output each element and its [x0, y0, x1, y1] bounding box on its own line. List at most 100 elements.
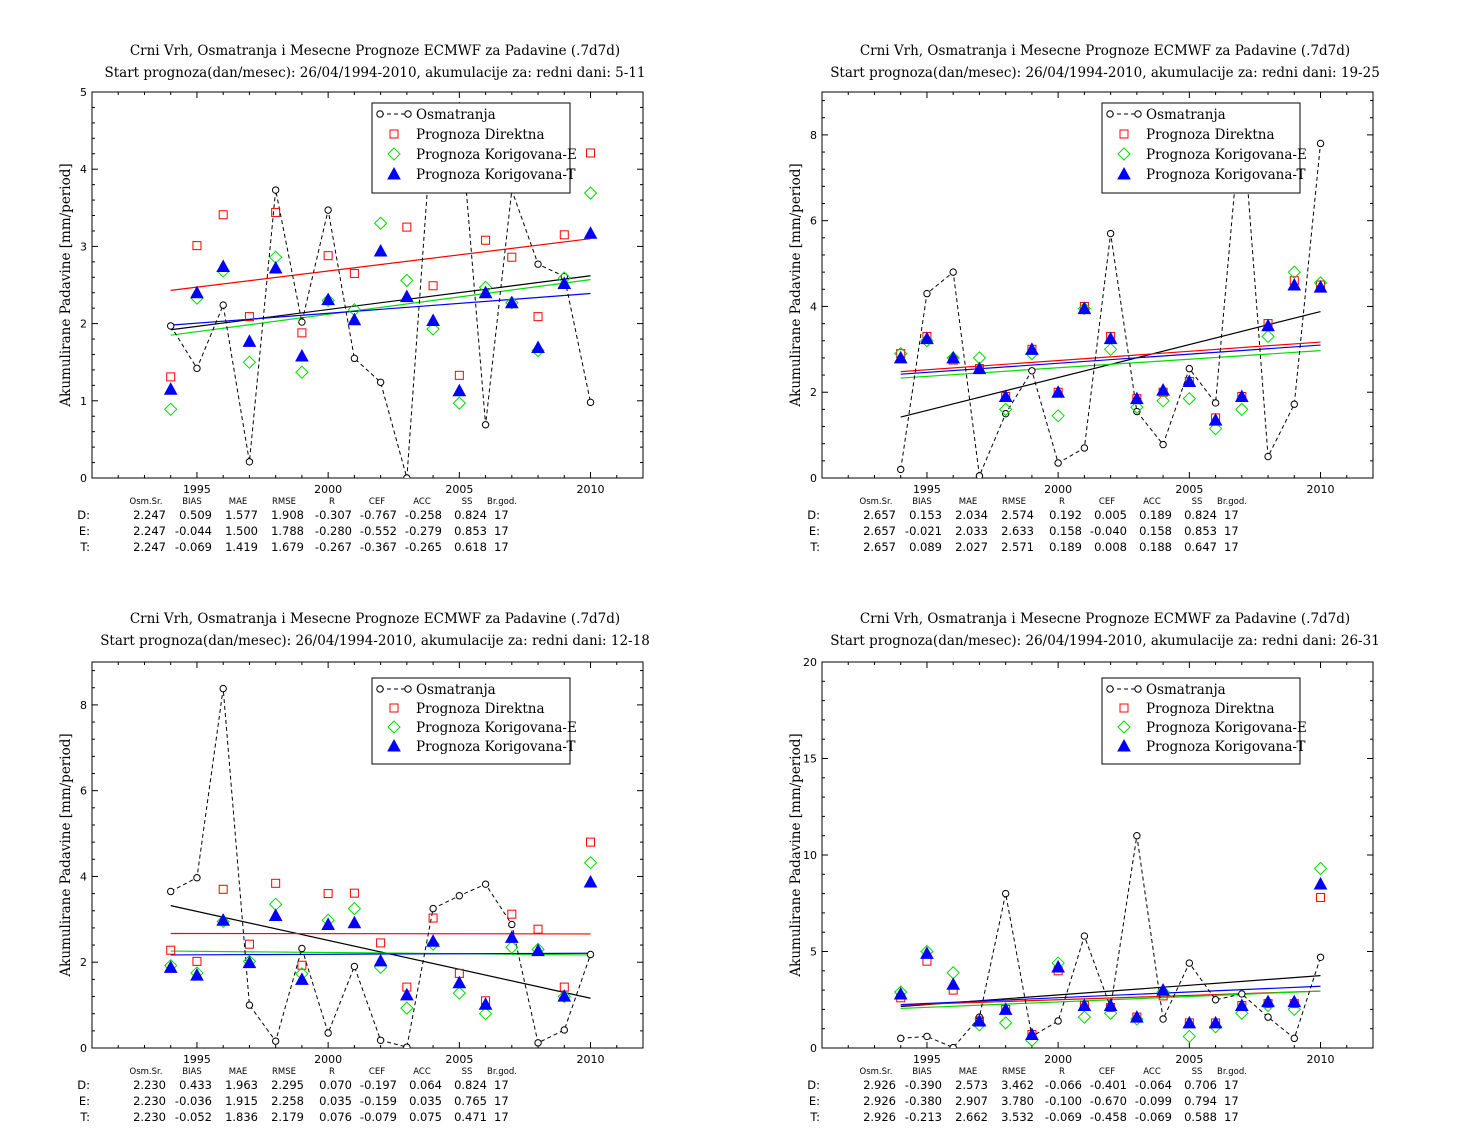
corrE-point [426, 322, 440, 336]
x-tick-label: 2000 [314, 1053, 342, 1066]
stats-table: Osm.Sr. BIAS MAE RMSE R CEF ACC SS Br.god. D: 2.23… [77, 1067, 517, 1124]
stats-header: MAE [229, 497, 248, 507]
corrE-point [1261, 329, 1275, 344]
obs-point [1238, 990, 1246, 998]
obs-point [324, 206, 332, 214]
corrE-point [321, 293, 335, 308]
x-tick-label: 1995 [183, 1053, 211, 1066]
corrT-point [1182, 374, 1197, 387]
stats-value: 0.189 [1049, 540, 1082, 554]
corrT-point [1313, 876, 1328, 890]
stats-value: 2.230 [133, 1094, 166, 1108]
stats-value: -0.099 [1135, 1094, 1172, 1108]
trend-line-corrE [170, 950, 591, 956]
corrE-point [1235, 1006, 1249, 1020]
y-tick-label: 1 [80, 395, 87, 408]
corrT-point [452, 975, 467, 989]
stats-value: 17 [494, 1078, 509, 1092]
direct-point [376, 938, 386, 948]
plot-area [163, 102, 598, 478]
y-tick-label: 8 [80, 699, 87, 712]
stats-header: MAE [959, 497, 978, 507]
obs-point [1316, 953, 1325, 961]
obs-point [376, 1036, 385, 1044]
direct-point [428, 281, 438, 291]
corrT-point [1261, 318, 1275, 332]
chart-subtitle: Start prognoza(dan/mesec): 26/04/1994-20… [104, 65, 645, 81]
direct-point [166, 372, 176, 382]
corrT-point [1156, 983, 1170, 996]
direct-point [402, 222, 412, 232]
stats-value: 2.247 [133, 524, 166, 538]
stats-value: -0.064 [1135, 1078, 1172, 1092]
stats-value: 0.035 [319, 1094, 352, 1108]
direct-point [428, 913, 438, 923]
obs-point [271, 186, 280, 194]
x-tick-label: 2010 [1307, 1053, 1335, 1066]
corrT-point [268, 260, 283, 274]
direct-point [389, 129, 399, 139]
legend-label-corrT: Prognoza Korigovana-T [1146, 739, 1305, 755]
stats-value: 0.509 [179, 508, 212, 522]
corrT-point [163, 960, 178, 973]
legend-label-obs: Osmatranja [416, 107, 496, 123]
stats-value: 0.070 [319, 1078, 352, 1092]
direct-point [559, 230, 569, 240]
direct-point [244, 312, 254, 322]
stats-header: Br.god. [487, 1067, 517, 1077]
direct-point [1119, 703, 1129, 713]
legend-label-direct: Prognoza Direktna [416, 127, 545, 143]
stats-value: 2.657 [863, 508, 896, 522]
stats-value: -0.265 [405, 540, 442, 554]
corrT-point [557, 989, 572, 1002]
stats-header: ACC [1143, 1067, 1161, 1077]
direct-point [271, 878, 281, 888]
legend-label-obs: Osmatranja [1146, 682, 1226, 698]
stats-row-label: D: [77, 508, 90, 522]
legend-label-direct: Prognoza Direktna [416, 701, 545, 717]
stats-value: 2.027 [955, 540, 988, 554]
stats-value: 2.574 [1001, 508, 1034, 522]
obs-point [534, 1039, 542, 1047]
chart-title: Crni Vrh, Osmatranja i Mesecne Prognoze … [130, 43, 620, 59]
trend-line-corrE [900, 350, 1321, 379]
direct-point [533, 924, 543, 934]
corrT-point [1182, 1015, 1197, 1029]
obs-point [271, 1037, 280, 1045]
obs-point [167, 322, 175, 330]
corrT-point [216, 259, 231, 272]
corrE-point [505, 296, 519, 310]
obs-point [298, 318, 306, 326]
stats-value: 0.824 [1184, 508, 1217, 522]
x-tick-label: 1995 [913, 1053, 941, 1066]
y-tick-label: 0 [80, 472, 87, 485]
corrT-point [426, 934, 440, 947]
stats-value: 1.500 [225, 524, 258, 538]
corrE-point [1182, 1029, 1197, 1044]
stats-value: 0.188 [1139, 540, 1172, 554]
stats-value: 17 [1224, 524, 1239, 538]
stats-value: 2.034 [955, 508, 988, 522]
corrT-point [998, 1002, 1013, 1015]
corrT-point [1117, 166, 1131, 180]
stats-row-label: D: [807, 508, 820, 522]
obs-point [376, 378, 385, 386]
x-tick-label: 2000 [314, 483, 342, 496]
stats-value: 0.471 [454, 1110, 487, 1124]
corrE-point [1051, 409, 1065, 423]
stats-row-label: T: [79, 1110, 90, 1124]
obs-point [1134, 110, 1142, 118]
direct-point [166, 945, 176, 955]
legend: Osmatranja Prognoza Direktna Prognoza Kori… [1101, 102, 1307, 194]
obs-point [1133, 407, 1141, 416]
stats-value: 0.647 [1184, 540, 1217, 554]
stats-value: -0.279 [405, 524, 442, 538]
obs-point [1054, 1017, 1062, 1025]
corrT-point [321, 292, 335, 306]
corrT-point [920, 331, 934, 345]
stats-header: RMSE [1002, 1067, 1026, 1077]
obs-point [534, 260, 542, 268]
stats-value: 2.907 [955, 1094, 988, 1108]
legend-label-corrT: Prognoza Korigovana-T [416, 167, 575, 183]
stats-value: -0.307 [315, 508, 352, 522]
